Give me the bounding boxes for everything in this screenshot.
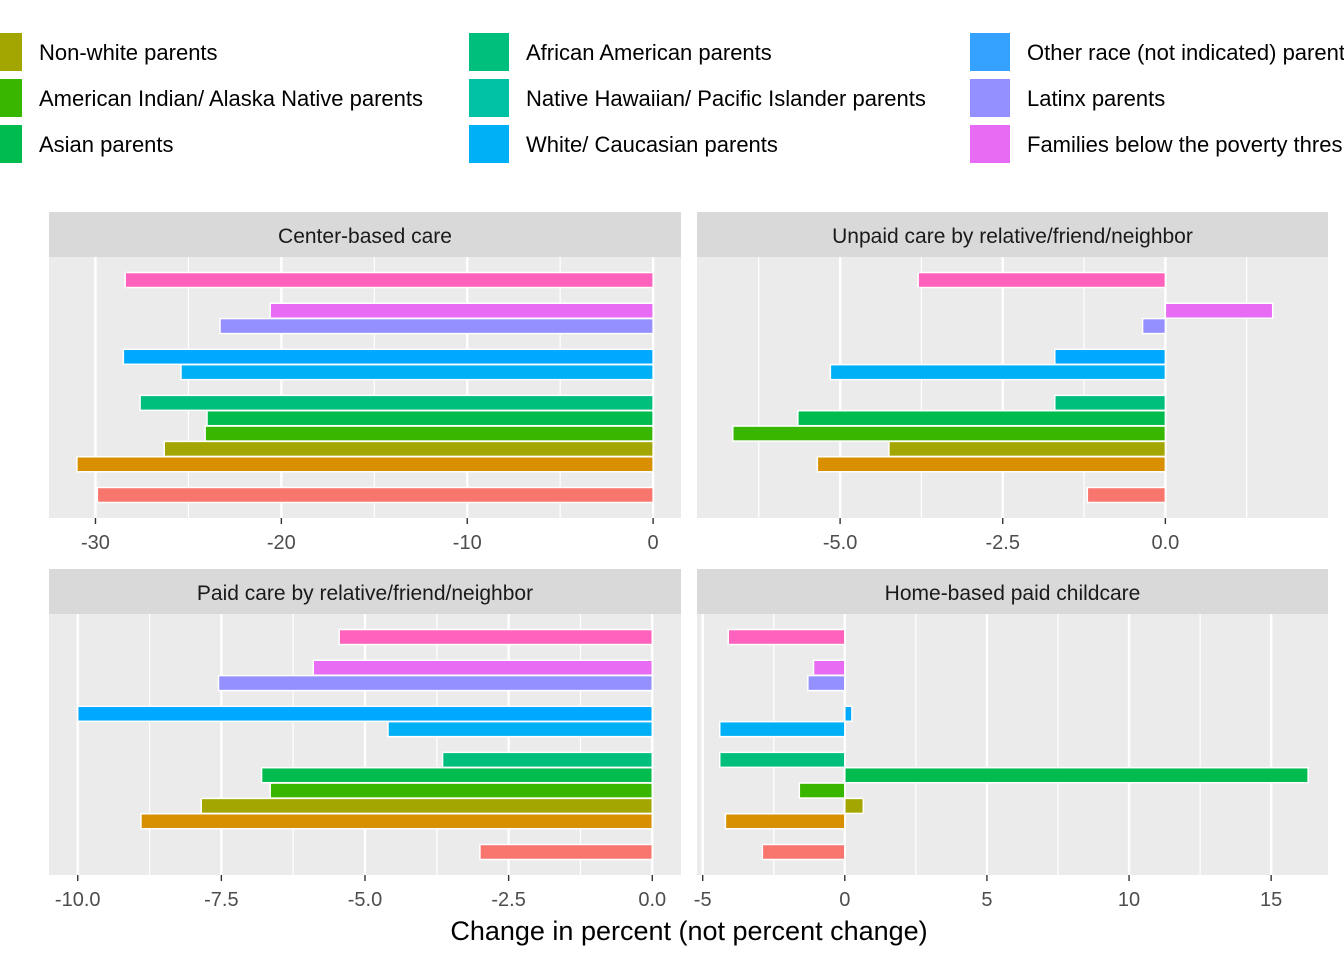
x-tick-label: -5.0 [348, 889, 382, 911]
bar [724, 813, 846, 830]
x-tick-label: -5 [694, 889, 712, 911]
bar [219, 317, 654, 335]
bar [718, 720, 846, 738]
legend-label: Asian parents [39, 132, 174, 157]
legend-label: Other race (not indicated) parents [1027, 40, 1344, 65]
bar [917, 271, 1167, 289]
legend-label: Latinx parents [1027, 86, 1165, 111]
panel-3: Paid care by relative/friend/neighbor -10… [49, 569, 681, 911]
x-tick-label: -2.5 [986, 532, 1020, 554]
x-tick-label: 0.0 [638, 889, 666, 911]
x-tick-label: -10 [453, 532, 482, 554]
legend-label: Non-white parents [39, 40, 218, 65]
bar [816, 456, 1167, 473]
bar [269, 782, 654, 799]
bar [200, 797, 654, 815]
bar [338, 628, 654, 646]
bar [718, 751, 846, 769]
x-tick-label: -10.0 [55, 889, 101, 911]
legend-label: White/ Caucasian parents [526, 132, 778, 157]
x-tick-label: 0.0 [1151, 532, 1179, 554]
bar [122, 348, 654, 366]
x-tick-label: -5.0 [823, 532, 857, 554]
bar [1141, 317, 1167, 335]
bar [761, 843, 846, 861]
panel-background [697, 257, 1328, 518]
bar [807, 674, 846, 692]
bar [180, 363, 654, 381]
bar [844, 766, 1309, 784]
panel-background [697, 614, 1328, 875]
bar [163, 440, 654, 458]
legend-key [469, 125, 509, 163]
panel-strip [697, 212, 1328, 257]
bar [798, 782, 846, 799]
panels: Center-based care -30 -20 -10 0 Unpaid care b… [49, 212, 1328, 911]
bar [1164, 302, 1274, 319]
bar [829, 363, 1167, 381]
bar [217, 674, 654, 692]
x-tick-label: -7.5 [204, 889, 238, 911]
panel-background [49, 257, 681, 518]
bar [124, 271, 654, 289]
x-tick-label: -2.5 [491, 889, 525, 911]
legend-key [970, 79, 1010, 117]
bar [844, 797, 865, 815]
x-tick-label: 10 [1118, 889, 1140, 911]
bar [844, 705, 853, 723]
panel-title: Unpaid care by relative/friend/neighbor [832, 225, 1193, 248]
bar [76, 456, 654, 473]
x-tick-label: -20 [267, 532, 296, 554]
legend-key [970, 33, 1010, 71]
bar [204, 425, 654, 442]
panel-strip [49, 569, 681, 614]
legend-key [0, 79, 22, 117]
bar [812, 659, 846, 676]
panel-strip [49, 212, 681, 257]
panel-title: Center-based care [278, 225, 452, 248]
legend-key [469, 33, 509, 71]
bar [269, 302, 654, 319]
panel-2: Unpaid care by relative/friend/neighbor -… [697, 212, 1328, 554]
legend-key [0, 33, 22, 71]
bar [206, 409, 654, 427]
panel-4: Home-based paid childcare -5 0 5 10 15 [694, 569, 1328, 911]
legend: Non-white parents American Indian/ Alaska… [0, 33, 1344, 163]
bar [140, 813, 654, 830]
panel-title: Home-based paid childcare [885, 582, 1141, 605]
bar [260, 766, 654, 784]
bar [312, 659, 654, 676]
x-tick-label: 5 [981, 889, 992, 911]
legend-label: African American parents [526, 40, 772, 65]
bar [139, 394, 654, 412]
legend-label: Families below the poverty threshold [1027, 132, 1344, 157]
bar [441, 751, 654, 769]
bar [727, 628, 846, 646]
legend-key [0, 125, 22, 163]
x-tick-label: -30 [81, 532, 110, 554]
panel-title: Paid care by relative/friend/neighbor [197, 582, 533, 605]
x-tick-label: 0 [648, 532, 659, 554]
bar [1054, 394, 1167, 412]
legend-label: Native Hawaiian/ Pacific Islander parent… [526, 86, 926, 111]
bar [1054, 348, 1167, 366]
panel-strip [697, 569, 1328, 614]
bar [732, 425, 1167, 442]
panel-1: Center-based care -30 -20 -10 0 [49, 212, 681, 554]
legend-label: American Indian/ Alaska Native parents [39, 86, 423, 111]
x-tick-label: 15 [1260, 889, 1282, 911]
bar [1086, 486, 1167, 504]
bar [76, 705, 654, 723]
bar [797, 409, 1167, 427]
bar [479, 843, 654, 861]
x-axis-title: Change in percent (not percent change) [450, 916, 927, 946]
legend-key [469, 79, 509, 117]
x-tick-label: 0 [839, 889, 850, 911]
bar [888, 440, 1167, 458]
legend-key [970, 125, 1010, 163]
bar [96, 486, 654, 504]
bar [387, 720, 654, 738]
